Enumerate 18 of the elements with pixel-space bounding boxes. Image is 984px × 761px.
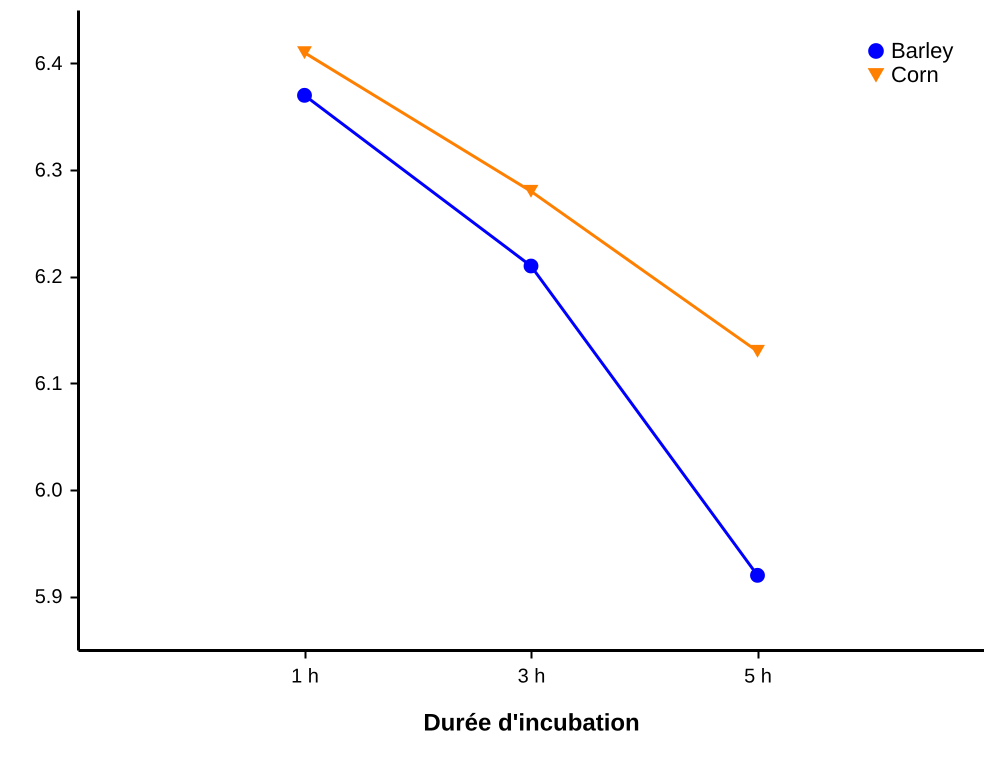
legend-label: Corn bbox=[891, 62, 939, 87]
point bbox=[297, 88, 312, 103]
point bbox=[524, 258, 538, 274]
y-tick-label: 6.2 bbox=[34, 266, 62, 288]
y-tick-label: 6.4 bbox=[34, 52, 62, 75]
point bbox=[297, 46, 312, 60]
x-tick-label: 5 h bbox=[744, 666, 772, 688]
point bbox=[750, 568, 765, 583]
y-tick-label: 6.3 bbox=[34, 160, 62, 182]
y-tick-label: 6.0 bbox=[34, 480, 62, 502]
y-tick-label: 6.1 bbox=[34, 372, 62, 395]
point bbox=[524, 184, 538, 198]
legend-label: Barley bbox=[891, 38, 954, 63]
x-tick-label: 3 h bbox=[518, 666, 546, 688]
x-tick-label: 1 h bbox=[291, 666, 319, 688]
x-axis-title: Durée d'incubation bbox=[423, 710, 640, 736]
y-tick-label: 5.9 bbox=[34, 586, 62, 608]
point bbox=[750, 344, 765, 358]
